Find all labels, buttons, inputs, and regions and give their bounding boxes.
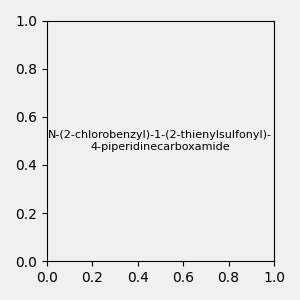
Text: N-(2-chlorobenzyl)-1-(2-thienylsulfonyl)-
4-piperidinecarboxamide: N-(2-chlorobenzyl)-1-(2-thienylsulfonyl)… <box>48 130 272 152</box>
